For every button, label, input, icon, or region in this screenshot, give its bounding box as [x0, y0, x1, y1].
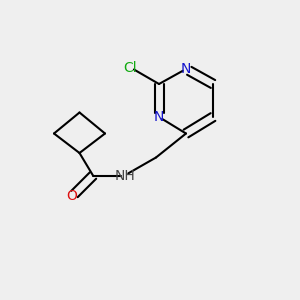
- Text: N: N: [154, 110, 164, 124]
- Text: Cl: Cl: [124, 61, 137, 74]
- Text: O: O: [67, 190, 77, 203]
- Text: NH: NH: [114, 169, 135, 182]
- Text: N: N: [181, 62, 191, 76]
